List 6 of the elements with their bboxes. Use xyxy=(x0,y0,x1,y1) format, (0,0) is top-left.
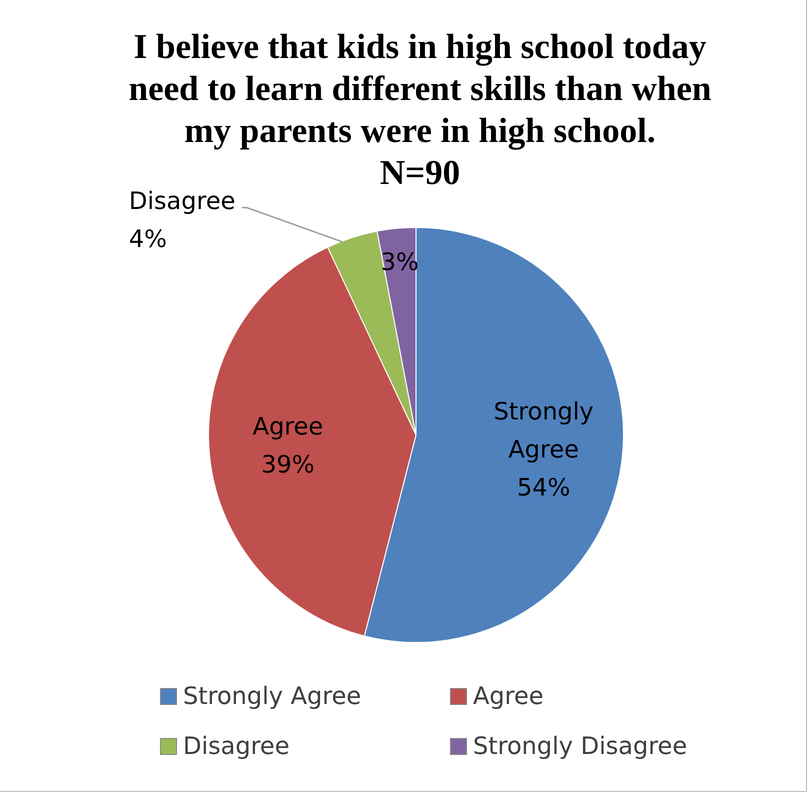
legend-label: Strongly Disagree xyxy=(473,732,688,760)
data-label: Strongly Agree 54% xyxy=(494,397,594,502)
legend-label: Strongly Agree xyxy=(183,682,362,710)
data-label: Agree 39% xyxy=(252,412,324,478)
legend-label: Disagree xyxy=(183,732,290,760)
legend-label: Agree xyxy=(473,682,544,710)
